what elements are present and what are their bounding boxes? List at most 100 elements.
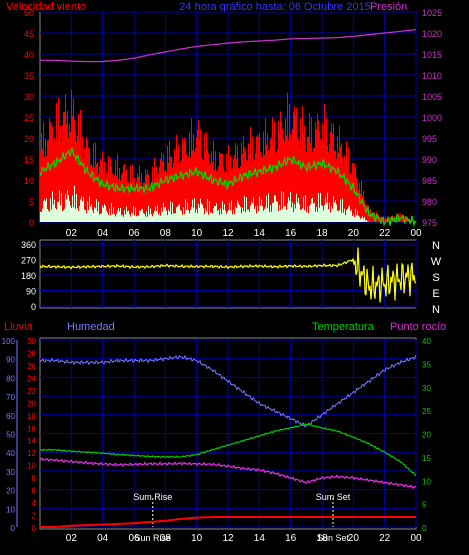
- temperature-y-tick: 35: [422, 360, 431, 369]
- rain-y-tick: 22: [27, 387, 36, 396]
- humidity-y-tick: 40: [6, 449, 15, 458]
- climate-x-tick: 08: [160, 533, 172, 544]
- humidity-y-tick: 20: [6, 487, 15, 496]
- temperature-line: [40, 423, 417, 477]
- dir-y-tick: 90: [26, 287, 36, 297]
- climate-x-tick: 10: [191, 533, 203, 544]
- wind-x-tick: 10: [191, 228, 203, 239]
- humidity-line: [39, 354, 417, 428]
- wind-y-tick: 25: [24, 113, 34, 123]
- chart-date-title: 24 hora gráfico hasta: 06 Octubre 2015: [179, 1, 370, 13]
- humidity-y-tick: 100: [2, 337, 16, 346]
- dir-y-tick: 180: [21, 271, 36, 281]
- pressure-y-tick: 995: [422, 134, 437, 144]
- rain-y-tick: 26: [27, 362, 36, 371]
- rain-y-tick: 14: [27, 437, 36, 446]
- compass-n-bottom: N: [432, 304, 440, 316]
- pressure-y-tick: 975: [422, 218, 437, 228]
- humidity-y-tick: 10: [6, 505, 15, 514]
- temperature-y-tick: 5: [422, 501, 427, 510]
- rain-y-tick: 20: [27, 399, 36, 408]
- wind-x-tick: 08: [160, 228, 172, 239]
- compass-s: S: [432, 272, 439, 284]
- humidity-y-tick: 50: [6, 431, 15, 440]
- climate-x-tick: 18: [316, 533, 328, 544]
- temperature-y-tick: 10: [422, 477, 431, 486]
- dewpoint-title: Punto rocío: [390, 321, 446, 333]
- temperature-y-tick: 25: [422, 407, 431, 416]
- humidity-y-tick: 60: [6, 412, 15, 421]
- rain-y-tick: 10: [27, 462, 36, 471]
- wind-y-tick: 5: [29, 197, 34, 207]
- climate-x-tick: 00: [410, 533, 422, 544]
- temperature-y-tick: 20: [422, 431, 431, 440]
- rain-y-tick: 0: [32, 524, 37, 533]
- climate-x-tick: 20: [348, 533, 360, 544]
- climate-x-tick: 04: [97, 533, 109, 544]
- wind-x-tick: 22: [379, 228, 391, 239]
- wind-y-tick: 40: [24, 50, 34, 60]
- pressure-y-tick: 1020: [422, 29, 442, 39]
- temperature-title: Temperatura: [312, 321, 375, 333]
- climate-x-tick: 16: [285, 533, 297, 544]
- pressure-y-tick: 990: [422, 155, 437, 165]
- rain-title: Lluvia: [4, 321, 34, 333]
- wind-x-tick: 16: [285, 228, 297, 239]
- temperature-y-tick: 40: [422, 337, 431, 346]
- pressure-y-tick: 1025: [422, 8, 442, 18]
- dir-y-tick: 270: [21, 256, 36, 266]
- wind-direction-line: [39, 247, 417, 303]
- wind-average-line: [39, 147, 417, 228]
- rain-y-tick: 12: [27, 449, 36, 458]
- dir-y-tick: 0: [31, 302, 36, 312]
- wind-y-tick: 10: [24, 176, 34, 186]
- wind-x-tick: 14: [254, 228, 266, 239]
- dir-y-tick: 360: [21, 240, 36, 250]
- rain-y-tick: 2: [32, 512, 37, 521]
- climate-x-tick: 06: [128, 533, 140, 544]
- wind-x-tick: 02: [66, 228, 78, 239]
- rain-y-tick: 8: [32, 474, 37, 483]
- humidity-y-tick: 70: [6, 393, 15, 402]
- climate-x-tick: 14: [254, 533, 266, 544]
- climate-chart: 0102030405060708090100024681012141618202…: [2, 337, 432, 544]
- pressure-line: [39, 29, 417, 63]
- rain-y-tick: 30: [27, 337, 36, 346]
- wind-chart: 0510152025303540455097598098599099510001…: [24, 8, 442, 239]
- humidity-title: Humedad: [67, 321, 115, 333]
- pressure-y-tick: 1010: [422, 71, 442, 81]
- pressure-title: Presión: [370, 1, 407, 13]
- dewpoint-line: [39, 457, 417, 490]
- wind-y-tick: 35: [24, 71, 34, 81]
- wind-x-tick: 06: [128, 228, 140, 239]
- wind-x-tick: 12: [222, 228, 234, 239]
- humidity-y-tick: 80: [6, 374, 15, 383]
- wind-y-tick: 30: [24, 92, 34, 102]
- wind-speed-title: Velocidad viento: [6, 1, 86, 13]
- wind-y-tick: 50: [24, 8, 34, 18]
- compass-w: W: [431, 256, 442, 268]
- wind-y-tick: 15: [24, 155, 34, 165]
- sun-marker-label-below: Sun Rise: [135, 533, 172, 543]
- climate-x-tick: 22: [379, 533, 391, 544]
- compass-e: E: [432, 288, 439, 300]
- wind-x-tick: 00: [410, 228, 422, 239]
- wind-x-tick: 04: [97, 228, 109, 239]
- wind-x-tick: 20: [348, 228, 360, 239]
- rain-y-tick: 24: [27, 374, 36, 383]
- rain-y-tick: 6: [32, 487, 37, 496]
- sun-marker-label: Sum Rise: [133, 492, 172, 502]
- rain-y-tick: 4: [32, 499, 37, 508]
- pressure-y-tick: 1005: [422, 92, 442, 102]
- rain-y-tick: 18: [27, 412, 36, 421]
- rain-y-tick: 28: [27, 349, 36, 358]
- humidity-y-tick: 90: [6, 356, 15, 365]
- rain-y-tick: 16: [27, 424, 36, 433]
- sun-marker-label: Sum Set: [316, 492, 351, 502]
- pressure-y-tick: 1015: [422, 50, 442, 60]
- temperature-y-tick: 0: [422, 524, 427, 533]
- temperature-y-tick: 15: [422, 454, 431, 463]
- wind-y-tick: 0: [29, 218, 34, 228]
